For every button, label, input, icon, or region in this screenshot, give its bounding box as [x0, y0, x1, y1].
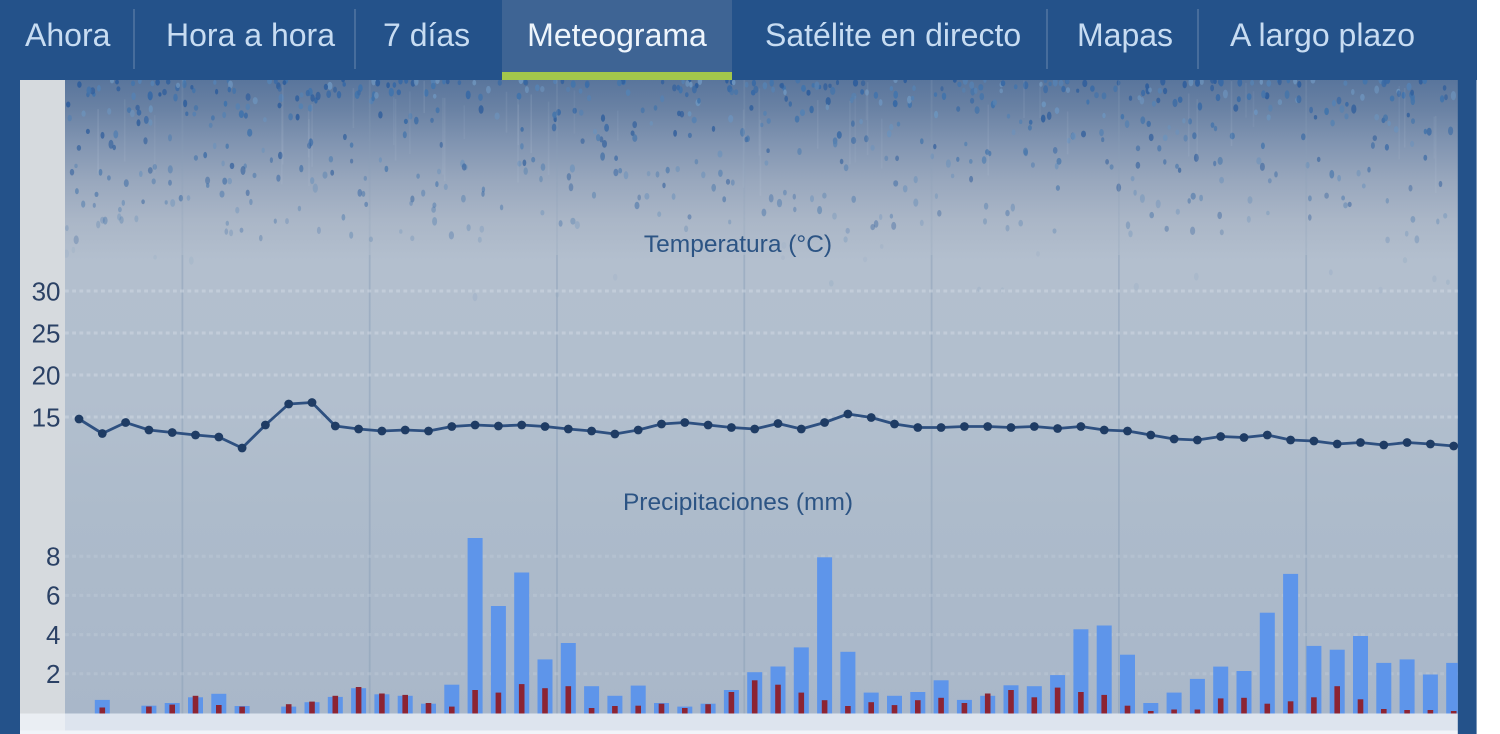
svg-text:8: 8 — [46, 542, 60, 572]
svg-text:Precipitaciones (mm): Precipitaciones (mm) — [623, 489, 853, 516]
svg-text:30: 30 — [32, 276, 61, 306]
svg-text:25: 25 — [32, 318, 61, 348]
svg-text:2: 2 — [46, 659, 60, 689]
svg-text:4: 4 — [46, 620, 60, 650]
svg-text:20: 20 — [32, 360, 61, 390]
svg-text:Temperatura (°C): Temperatura (°C) — [644, 231, 832, 258]
svg-text:6: 6 — [46, 581, 60, 611]
svg-text:15: 15 — [32, 402, 61, 432]
